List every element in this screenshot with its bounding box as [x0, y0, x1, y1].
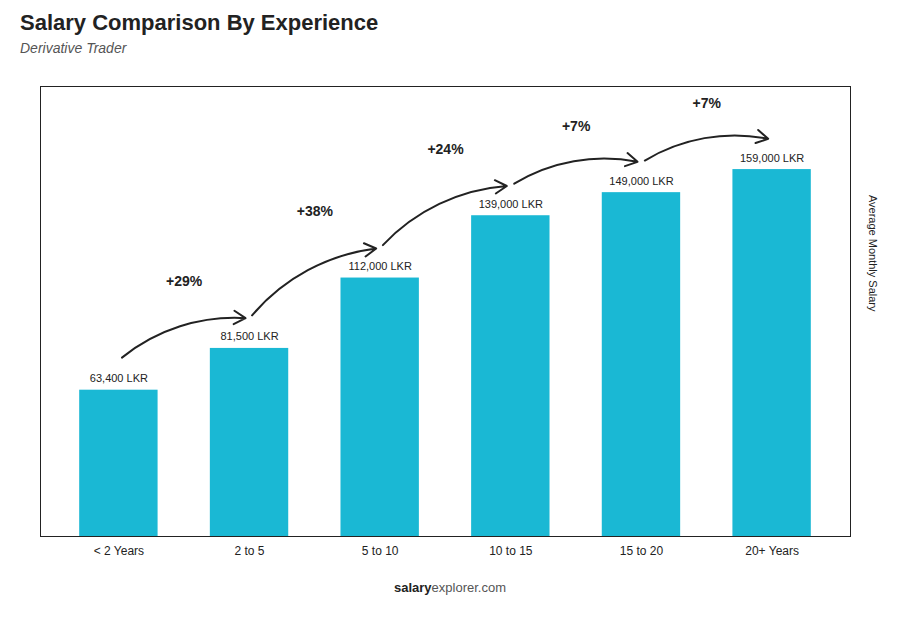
svg-text:159,000 LKR: 159,000 LKR	[740, 152, 804, 164]
svg-text:149,000 LKR: 149,000 LKR	[609, 175, 673, 187]
svg-text:15 to 20: 15 to 20	[620, 544, 664, 558]
svg-text:10 to 15: 10 to 15	[489, 544, 533, 558]
svg-text:63,400 LKR: 63,400 LKR	[90, 372, 148, 384]
svg-text:20+ Years: 20+ Years	[745, 544, 799, 558]
svg-text:5 to 10: 5 to 10	[362, 544, 399, 558]
svg-text:81,500 LKR: 81,500 LKR	[220, 330, 278, 342]
svg-text:+38%: +38%	[297, 203, 334, 219]
svg-text:+7%: +7%	[562, 118, 591, 134]
svg-text:+29%: +29%	[166, 273, 203, 289]
svg-text:+7%: +7%	[693, 95, 722, 111]
html-text:Salary Comparison By Experienc: Salary Comparison By Experience	[20, 10, 379, 35]
svg-text:+24%: +24%	[427, 141, 464, 157]
html-text:Derivative Trader: Derivative Trader	[20, 40, 127, 56]
svg-text:139,000 LKR: 139,000 LKR	[479, 198, 543, 210]
svg-text:112,000 LKR: 112,000 LKR	[348, 260, 411, 272]
svg-text:< 2 Years: < 2 Years	[94, 544, 144, 558]
svg-text:Average Monthly Salary: Average Monthly Salary	[867, 195, 879, 312]
svg-text:2 to 5: 2 to 5	[235, 544, 265, 558]
html-text:salary explorer.com: salary explorer.com	[394, 580, 506, 595]
